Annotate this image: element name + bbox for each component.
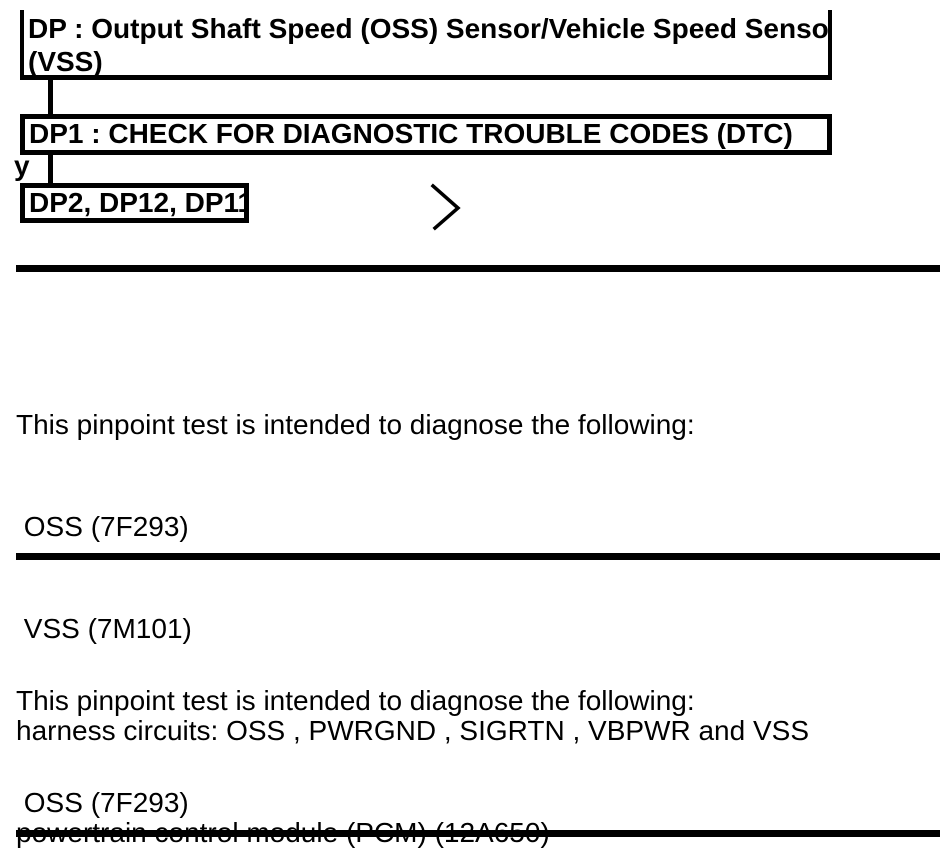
section-divider	[16, 265, 940, 272]
text-line: VSS (7M101)	[16, 613, 192, 644]
chevron-right-icon[interactable]	[430, 183, 464, 231]
text-line: harness circuits: OSS , PWRGND , SIGRTN …	[16, 715, 810, 746]
diagnosis-description-1: This pinpoint test is intended to diagno…	[16, 340, 809, 854]
section-divider	[16, 553, 940, 560]
text-line: This pinpoint test is intended to diagno…	[16, 685, 695, 716]
flowchart-box-dp1[interactable]: DP1 : CHECK FOR DIAGNOSTIC TROUBLE CODES…	[20, 114, 832, 155]
text-line: This pinpoint test is intended to diagno…	[16, 409, 695, 440]
connector-line-top	[48, 79, 53, 115]
box-dp-title-line1: DP : Output Shaft Speed (OSS) Sensor/Veh…	[28, 13, 832, 44]
branch-label-y: y	[14, 150, 30, 181]
flowchart-box-dp2[interactable]: DP2, DP12, DP11	[20, 183, 249, 223]
connector-line-branch	[48, 154, 53, 192]
box-dp2-label: DP2, DP12, DP11	[29, 187, 249, 218]
box-dp-title-line2: (VSS)	[28, 46, 103, 77]
section-divider	[16, 830, 940, 837]
flowchart-box-dp-title: DP : Output Shaft Speed (OSS) Sensor/Veh…	[20, 10, 832, 80]
text-line: OSS (7F293)	[16, 787, 189, 818]
diagnosis-description-2: This pinpoint test is intended to diagno…	[16, 616, 809, 854]
box-dp1-label: DP1 : CHECK FOR DIAGNOSTIC TROUBLE CODES…	[29, 118, 793, 149]
text-line: OSS (7F293)	[16, 511, 189, 542]
